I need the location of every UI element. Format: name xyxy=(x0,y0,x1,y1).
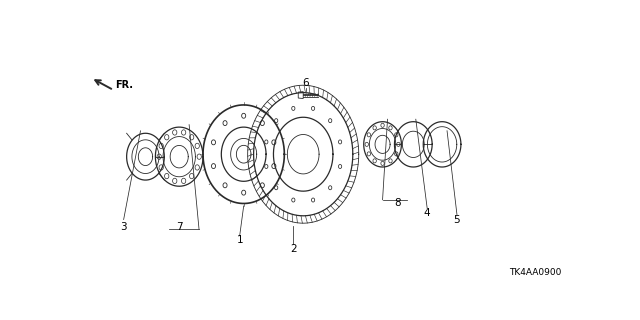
Text: 6: 6 xyxy=(302,78,309,88)
Text: FR.: FR. xyxy=(115,80,132,90)
Text: TK4AA0900: TK4AA0900 xyxy=(509,268,561,277)
Text: 1: 1 xyxy=(236,236,243,245)
Text: 3: 3 xyxy=(120,222,127,232)
Text: 4: 4 xyxy=(424,208,431,218)
Text: 2: 2 xyxy=(290,244,296,254)
Text: 5: 5 xyxy=(454,214,460,225)
Text: 8: 8 xyxy=(394,198,401,209)
Text: 7: 7 xyxy=(176,222,182,232)
